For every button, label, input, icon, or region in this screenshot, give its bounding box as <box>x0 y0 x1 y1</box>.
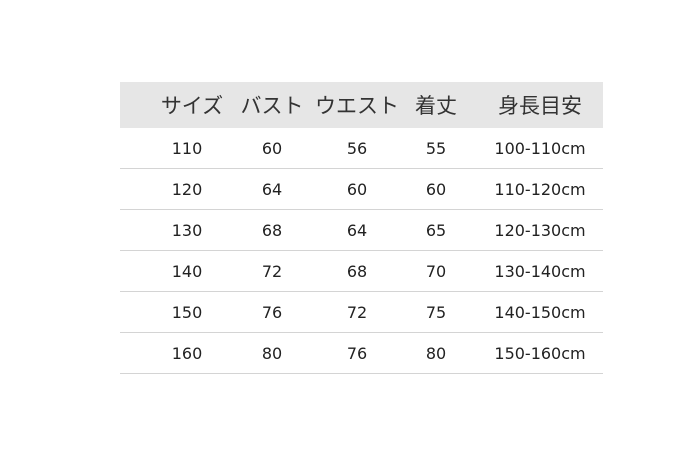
header-length: 着丈 <box>415 94 457 118</box>
table-row: 120 64 60 60 110-120cm <box>120 169 603 210</box>
cell-waist: 72 <box>346 302 368 322</box>
cell-length: 55 <box>425 138 447 158</box>
cell-bust: 76 <box>261 302 283 322</box>
cell-height: 140-150cm <box>494 302 586 322</box>
cell-waist: 64 <box>346 220 368 240</box>
cell-height: 150-160cm <box>494 343 586 363</box>
cell-bust: 80 <box>261 343 283 363</box>
cell-bust: 60 <box>261 138 283 158</box>
cell-height: 110-120cm <box>494 179 586 199</box>
table-header: サイズ バスト ウエスト 着丈 身長目安 <box>120 82 603 128</box>
size-chart-table: サイズ バスト ウエスト 着丈 身長目安 110 60 56 55 100-110cm 1… <box>120 82 603 374</box>
table-row: 160 80 76 80 150-160cm <box>120 333 603 374</box>
cell-length: 70 <box>425 261 447 281</box>
cell-size: 120 <box>171 179 203 199</box>
cell-waist: 76 <box>346 343 368 363</box>
table-row: 130 68 64 65 120-130cm <box>120 210 603 251</box>
cell-bust: 64 <box>261 179 283 199</box>
header-size: サイズ <box>160 94 224 118</box>
header-height: 身長目安 <box>498 94 582 118</box>
cell-waist: 68 <box>346 261 368 281</box>
cell-waist: 56 <box>346 138 368 158</box>
cell-size: 160 <box>171 343 203 363</box>
cell-height: 130-140cm <box>494 261 586 281</box>
header-waist: ウエスト <box>315 94 399 118</box>
table-row: 150 76 72 75 140-150cm <box>120 292 603 333</box>
table-row: 140 72 68 70 130-140cm <box>120 251 603 292</box>
cell-waist: 60 <box>346 179 368 199</box>
cell-size: 110 <box>171 138 203 158</box>
cell-bust: 68 <box>261 220 283 240</box>
table-row: 110 60 56 55 100-110cm <box>120 128 603 169</box>
cell-length: 75 <box>425 302 447 322</box>
cell-height: 100-110cm <box>494 138 586 158</box>
cell-length: 60 <box>425 179 447 199</box>
cell-size: 130 <box>171 220 203 240</box>
cell-size: 150 <box>171 302 203 322</box>
cell-bust: 72 <box>261 261 283 281</box>
cell-height: 120-130cm <box>494 220 586 240</box>
cell-length: 65 <box>425 220 447 240</box>
header-bust: バスト <box>240 94 304 118</box>
cell-length: 80 <box>425 343 447 363</box>
cell-size: 140 <box>171 261 203 281</box>
